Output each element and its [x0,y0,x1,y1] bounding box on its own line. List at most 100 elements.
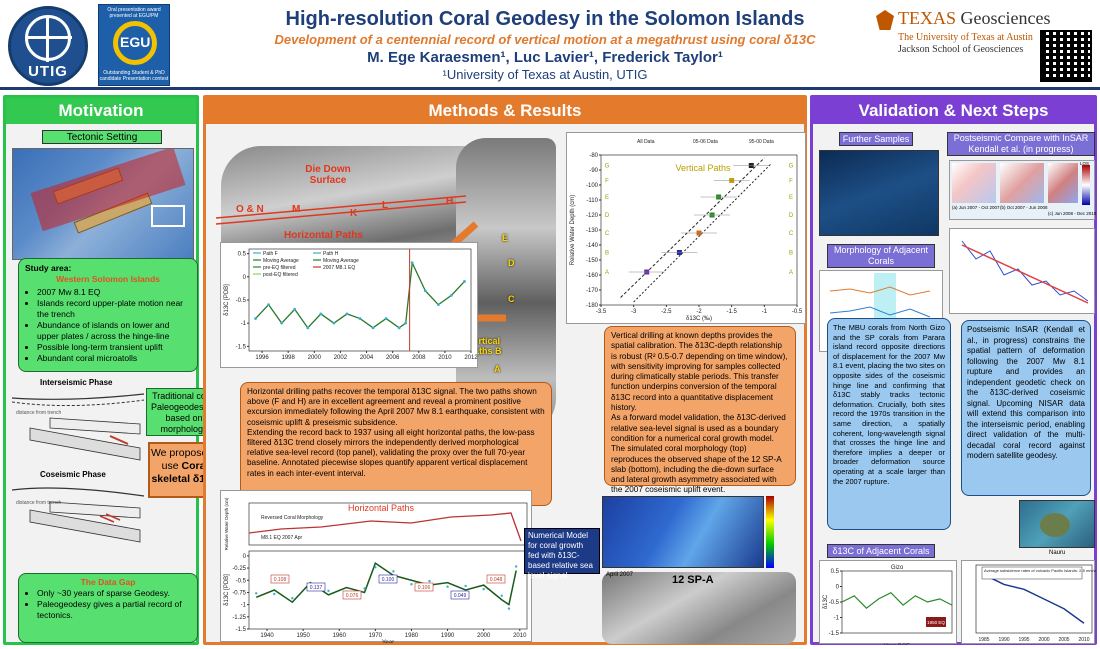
y-tick-label: -180 [586,303,599,309]
x-tick-label: 2010 [513,633,527,639]
vertical-paths-scatter-chart: -3.5 -3 -2.5 -2 -1.5 -1 -0.5 -80 -90 -100 -110 -120… [566,132,806,324]
data-gap-box: The Data Gap Only ~30 years of sparse Ge… [18,573,198,643]
data-point [254,317,257,320]
row-label: C [605,231,610,237]
interseismic-diagram: distance from trench [11,393,145,461]
list-item: Islands record upper-plate motion near t… [37,298,191,320]
tectonic-map [12,148,194,260]
horizontal-results-text: Horizontal drilling paths recover the te… [240,382,552,506]
y-tick-label: -150 [586,258,599,264]
chart5-svg: 1985 1990 1995 2000 2005 2010 Average subsiden… [975,564,1097,643]
data-point [306,326,310,330]
horizontal-paths-label: Horizontal Paths [284,230,363,241]
y-tick-label: -0.25 [232,566,246,572]
y-tick-label: -1.5 [236,627,247,633]
path-letter: O & N [236,204,264,215]
subsidence-note: Average subsidence rates of volcanic Pac… [984,568,1096,573]
data-point [397,326,401,330]
row-label: B [605,251,609,257]
path-letter: H [446,196,454,207]
list-item: Only ~30 years of sparse Geodesy. [37,588,191,599]
numerical-model-label: Numerical Model for coral growth fed wit… [524,528,600,580]
list-item: Paleogeodesy gives a partial record of t… [37,599,191,621]
coseismic-diagram: distance from trench [11,487,145,543]
cum-series [961,240,1089,302]
slope-annotation: 0.106 [418,585,431,591]
utig-logo-text: UTIG [28,63,68,80]
colorbar [766,496,774,568]
data-gap-title: The Data Gap [80,577,136,587]
y-tick-label: 0.5 [831,569,840,575]
texas-name: TEXAS Geosciences [898,8,1050,29]
insar-panel-label: (a) Jun 2007 - Oct 2007 [952,205,1000,210]
y-tick-label: -1.5 [829,631,840,637]
row-label: E [789,195,793,201]
x-tick-label: 1940 [260,633,274,639]
data-point [363,587,366,590]
chart-title: Vertical Paths [675,163,731,173]
y-tick-label: -130 [586,228,599,234]
x-axis-label: δ13C (‰) [686,316,712,322]
gizo-chart: 0.5 0 -0.5 -1 -1.5 δ13C Year BCE Gizo 1950 EQ [819,560,957,649]
numerical-model-image [602,496,764,568]
y-tick-label: -0.5 [236,578,247,584]
die-down-surface-label: Die Down Surface [305,164,351,186]
x-tick-label: 1990 [998,637,1009,643]
chart1-svg: 1996 1998 2000 2002 2004 2006 2008 2010 2012 -1.5… [224,248,478,361]
qr-code-icon[interactable] [1040,30,1092,82]
row-label: E [605,195,609,201]
top-panel-frame [248,502,528,546]
legend-label: pre-EQ filtered [263,265,296,271]
data-point [273,592,276,596]
island-icon [1040,513,1070,537]
horizontal-path-lines [216,195,466,225]
row-label: D [789,213,794,219]
methods-results-heading: Methods & Results [206,98,804,124]
insar-panels: (a) Jun 2007 - Oct 2007 (b) Oct 2007 - J… [949,160,1096,220]
motivation-column: Motivation Tectonic Setting Study area: … [3,95,222,645]
chart4-svg: 0.5 0 -0.5 -1 -1.5 δ13C Year BCE Gizo 1950 EQ [823,565,953,649]
plot-frame [248,550,528,630]
plot-frame [600,154,798,306]
data-point [482,587,485,591]
los-label: LOS [1080,161,1090,166]
poster-title: High-resolution Coral Geodesy in the Sol… [285,8,805,30]
x-tick-label: 1950 [296,633,310,639]
row-label: F [789,179,793,185]
chart-title: Gizo [891,565,904,571]
x-tick-label: -2 [696,309,702,315]
egu-award-badge: Oral presentation award presented at EGU… [98,4,170,86]
eq-marker [926,617,946,627]
vertical-paths-label: Vertical Paths B [468,336,502,356]
cum-trend [961,244,1089,304]
y-tick-label: -80 [589,153,598,159]
data-point [507,607,511,610]
y-tick-label: 0.5 [238,252,247,258]
x-tick-label: -1.5 [726,309,737,315]
study-area-title: Study area: [25,263,72,273]
x-tick-label: 1960 [333,633,347,639]
slope-annotation: 0.049 [454,593,467,599]
data-point [384,317,388,320]
poster-header: UTIG Oral presentation award presented a… [0,0,1100,90]
data-point [436,303,440,307]
long-record-chart: Reversed Coral Morphology M8.1 EQ 2007 Ap… [220,490,532,646]
egu-logo-text: EGU [120,34,151,50]
chart3-svg: Reversed Coral Morphology M8.1 EQ 2007 Ap… [224,497,528,646]
vertical-path-letter: D [508,258,515,268]
y-tick-label: -1 [241,603,247,609]
vertical-path-letter: C [508,294,515,304]
slope-annotation: 0.108 [274,577,287,583]
vertical-path-letter: A [494,364,501,374]
cumulative-deformation-chart [949,228,1095,314]
data-point [280,321,284,325]
data-point [410,583,413,586]
slope-annotation-box [450,590,470,600]
subsidence-note-box [981,566,1083,580]
morph-series [829,286,931,296]
data-point [463,280,466,283]
data-point [267,303,270,307]
slope-annotation: 0.048 [490,577,503,583]
x-tick-label: 2002 [334,355,348,361]
egu-top-text: Oral presentation award presented at EGU… [107,7,161,19]
